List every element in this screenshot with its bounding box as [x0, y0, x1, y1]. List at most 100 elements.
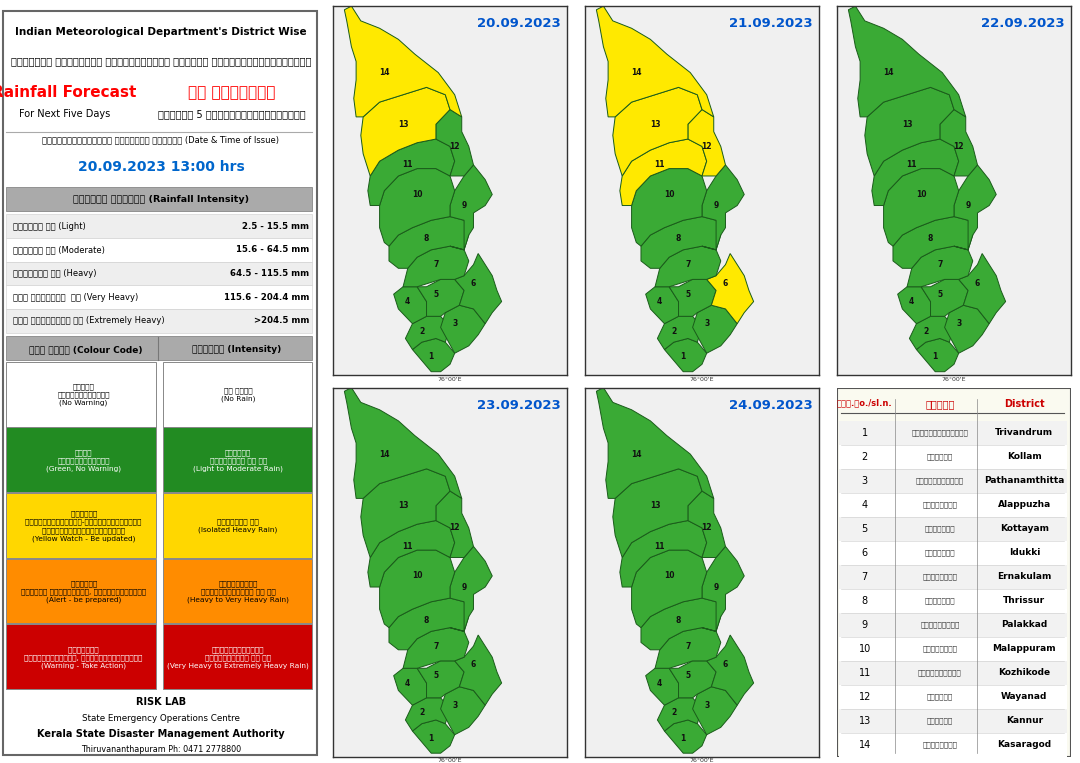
Text: ശക്തമായ മഴ (Heavy): ശക്തമായ മഴ (Heavy) [13, 269, 96, 278]
Text: >204.5 mm: >204.5 mm [254, 317, 309, 325]
Text: ഇടുക്കി: ഇടുക്കി [924, 549, 955, 556]
Text: 7: 7 [433, 642, 438, 651]
Text: ചുവപ്പ്‍
കണ്ണറിയിച്‍ച്, പ്രവർത്തിക്കുക
(Warning - Take Action): ചുവപ്പ്‍ കണ്ണറിയിച്‍ച്, പ്രവർത്തിക്കുക (… [25, 646, 143, 668]
Polygon shape [596, 388, 714, 498]
Text: തിരുവനന്തപുരം: തിരുവനന്തപുരം [912, 430, 969, 436]
Text: RISK LAB: RISK LAB [136, 697, 186, 707]
Polygon shape [872, 139, 959, 205]
Text: Pathanamthitta: Pathanamthitta [984, 476, 1065, 485]
Text: 9: 9 [461, 582, 467, 591]
Text: 4: 4 [657, 297, 662, 306]
Text: 20.09.2023 13:00 hrs: 20.09.2023 13:00 hrs [78, 160, 244, 174]
Bar [162, 362, 312, 427]
Text: 5: 5 [433, 290, 438, 298]
Polygon shape [640, 217, 720, 269]
Polygon shape [640, 598, 720, 650]
Text: 4: 4 [405, 678, 410, 687]
Text: 64.5 - 115.5 mm: 64.5 - 115.5 mm [230, 269, 309, 278]
Polygon shape [692, 305, 738, 353]
Text: Kerala State Disaster Management Authority: Kerala State Disaster Management Authori… [37, 729, 285, 739]
Text: Palakkad: Palakkad [1001, 620, 1048, 629]
Text: 8: 8 [862, 596, 868, 606]
Polygon shape [706, 635, 754, 705]
Bar [6, 493, 157, 558]
Text: 21.09.2023: 21.09.2023 [729, 18, 812, 31]
Text: ചാറ്റൽ മഴ (Light): ചാറ്റൽ മഴ (Light) [13, 222, 85, 230]
Text: 5: 5 [862, 524, 868, 534]
Polygon shape [389, 217, 469, 269]
Text: 3: 3 [453, 700, 457, 710]
Bar [162, 427, 312, 492]
Text: 24.09.2023: 24.09.2023 [729, 399, 812, 412]
Text: Idukki: Idukki [1009, 549, 1040, 557]
Text: 7: 7 [685, 260, 690, 269]
Bar [6, 624, 157, 689]
Polygon shape [450, 165, 492, 250]
Bar [6, 559, 157, 623]
Text: District: District [1004, 399, 1044, 409]
Text: 3: 3 [453, 319, 457, 328]
Polygon shape [658, 698, 702, 731]
Text: കളർ കോഡ് (Colour Code): കളർ കോഡ് (Colour Code) [28, 345, 143, 354]
Polygon shape [455, 635, 501, 705]
Text: Kasaragod: Kasaragod [997, 740, 1052, 749]
Polygon shape [702, 165, 744, 250]
Polygon shape [646, 668, 678, 705]
Text: 7: 7 [862, 571, 868, 582]
Polygon shape [954, 165, 996, 250]
Text: ശക്തമായതോ
അതിശക്തമായതോ ആയ മഴ
(Heavy to Very Heavy Rain): ശക്തമായതോ അതിശക്തമായതോ ആയ മഴ (Heavy to V… [187, 581, 289, 603]
Text: 6: 6 [862, 548, 868, 558]
Text: 14: 14 [859, 740, 870, 750]
Bar [839, 637, 1067, 661]
Bar [6, 309, 312, 333]
Bar [839, 613, 1067, 637]
Text: 12: 12 [449, 523, 460, 533]
Polygon shape [632, 169, 706, 246]
Text: ഓറഞ്ച്‍
ജാഗ്രത പാലിക്കുക, കരുതിരിക്കുക
(Alert - be prepared): ഓറഞ്ച്‍ ജാഗ്രത പാലിക്കുക, കരുതിരിക്കുക (… [22, 581, 146, 603]
Polygon shape [403, 628, 469, 668]
Bar [6, 238, 312, 262]
Polygon shape [849, 6, 966, 117]
Text: 10: 10 [411, 571, 422, 581]
Polygon shape [620, 520, 706, 587]
X-axis label: 76°00'E: 76°00'E [690, 758, 714, 763]
Bar [839, 733, 1067, 757]
Text: 1: 1 [680, 734, 686, 743]
Text: 11: 11 [403, 160, 413, 169]
Text: 9: 9 [714, 201, 718, 210]
Bar [6, 362, 157, 427]
Text: ആലപ്പുഴാ: ആലപ്പുഴാ [922, 501, 957, 508]
Text: 11: 11 [654, 542, 665, 551]
Bar [6, 427, 157, 492]
Polygon shape [632, 550, 706, 628]
Text: 8: 8 [423, 616, 429, 625]
Text: 13: 13 [650, 120, 660, 129]
Polygon shape [450, 546, 492, 631]
Polygon shape [688, 110, 726, 176]
Text: Indian Meteorological Department's District Wise: Indian Meteorological Department's Distr… [15, 27, 307, 37]
Text: 2.5 - 15.5 mm: 2.5 - 15.5 mm [242, 222, 309, 230]
Bar [6, 262, 312, 285]
Text: Wayanad: Wayanad [1001, 692, 1048, 701]
Polygon shape [664, 339, 706, 372]
Text: 5: 5 [937, 290, 943, 298]
Polygon shape [394, 287, 427, 324]
Bar [839, 589, 1067, 613]
Text: 3: 3 [704, 319, 710, 328]
Text: 23.09.2023: 23.09.2023 [476, 399, 561, 412]
Polygon shape [664, 720, 706, 753]
Text: അതി ശക്തമായ  മഴ (Very Heavy): അതി ശക്തമായ മഴ (Very Heavy) [13, 293, 138, 301]
Text: For Next Five Days: For Next Five Days [18, 109, 110, 119]
Polygon shape [405, 317, 450, 349]
Text: കോട്ടയം: കോട്ടയം [924, 526, 955, 532]
Text: 1: 1 [429, 734, 434, 743]
Polygon shape [596, 6, 714, 117]
X-axis label: 76°00'E: 76°00'E [942, 377, 967, 382]
Text: ശക്തമായ മഴ
(Isolated Heavy Rain): ശക്തമായ മഴ (Isolated Heavy Rain) [199, 519, 278, 533]
Text: 4: 4 [909, 297, 915, 306]
Text: 10: 10 [664, 190, 674, 199]
Polygon shape [945, 305, 989, 353]
X-axis label: 76°00'E: 76°00'E [437, 377, 462, 382]
Polygon shape [656, 628, 720, 668]
Text: മലപ്പുറം: മലപ്പുറം [922, 645, 957, 652]
